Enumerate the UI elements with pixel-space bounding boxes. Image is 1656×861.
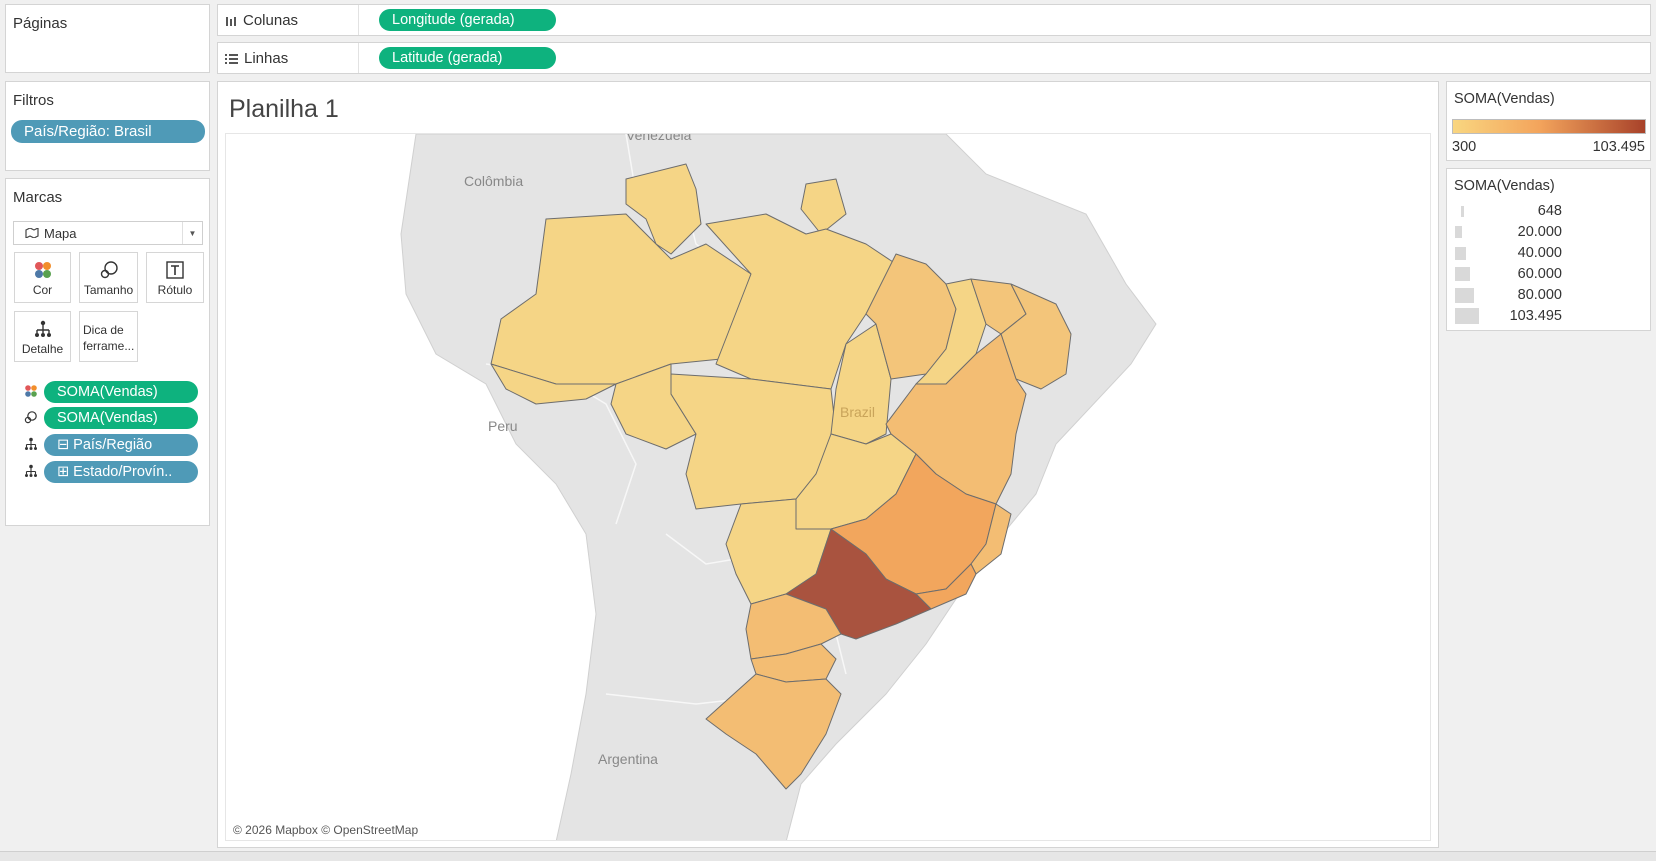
color-legend-gradient	[1452, 119, 1646, 134]
tooltip-card-button[interactable]: Dica de ferrame...	[79, 311, 138, 362]
rows-icon	[225, 53, 238, 64]
size-legend-value: 80.000	[1517, 287, 1562, 303]
label-argentina: Argentina	[598, 751, 658, 767]
rows-label-text: Linhas	[244, 50, 289, 67]
size-legend-row: 80.000	[1455, 286, 1562, 304]
detail-icon	[25, 437, 37, 450]
size-card-button[interactable]: Tamanho	[79, 252, 138, 303]
filters-panel: Filtros País/Região: Brasil	[5, 81, 210, 171]
columns-shelf-label: Colunas	[225, 12, 298, 29]
pages-panel-title: Páginas	[13, 15, 68, 32]
size-legend-value: 20.000	[1517, 224, 1562, 240]
size-legend-swatch	[1455, 226, 1462, 238]
size-legend: SOMA(Vendas) 648 20.000 40.000 60.000 80.000…	[1446, 168, 1651, 331]
size-icon	[100, 261, 118, 279]
state-amazonas[interactable]	[490, 213, 752, 385]
state-rio-grande-do-sul[interactable]	[705, 673, 842, 790]
state-amapa[interactable]	[800, 178, 847, 235]
chevron-down-icon: ▼	[182, 222, 202, 244]
size-legend-swatch	[1455, 308, 1479, 324]
size-legend-row: 103.495	[1455, 307, 1562, 325]
rows-shelf-label: Linhas	[225, 50, 288, 67]
label-card-label: Rótulo	[157, 283, 193, 297]
field-pill-color[interactable]: SOMA(Vendas)	[44, 381, 198, 403]
map-svg[interactable]: Venezuela Colômbia Peru Brazil Argentina	[226, 134, 1431, 841]
size-legend-value: 103.495	[1509, 308, 1562, 324]
tooltip-card-label: Dica de ferrame...	[83, 323, 135, 353]
country-filter-pill[interactable]: País/Região: Brasil	[11, 120, 205, 143]
size-legend-row: 60.000	[1455, 265, 1562, 283]
size-legend-value: 40.000	[1517, 245, 1562, 261]
state-acre[interactable]	[490, 363, 617, 405]
label-colombia: Colômbia	[464, 173, 523, 189]
label-card-button[interactable]: Rótulo	[146, 252, 204, 303]
map-icon	[25, 228, 39, 238]
marks-panel-title: Marcas	[13, 189, 63, 206]
color-legend-title: SOMA(Vendas)	[1454, 91, 1555, 107]
detail-card-label: Detalhe	[21, 342, 64, 356]
size-legend-swatch	[1455, 246, 1466, 260]
size-legend-value: 648	[1537, 203, 1562, 219]
columns-shelf[interactable]: Colunas Longitude (gerada)	[217, 4, 1651, 36]
map-view[interactable]: Venezuela Colômbia Peru Brazil Argentina…	[225, 133, 1431, 841]
state-northeast-coast[interactable]	[1000, 283, 1072, 390]
size-legend-title: SOMA(Vendas)	[1454, 178, 1555, 194]
size-legend-swatch	[1455, 287, 1474, 303]
longitude-pill[interactable]: Longitude (gerada)	[379, 9, 556, 31]
color-card-label: Cor	[32, 283, 53, 297]
field-pill-state[interactable]: ⊞ Estado/Provín..	[44, 461, 198, 483]
detail-card-button[interactable]: Detalhe	[14, 311, 71, 362]
color-legend-max: 103.495	[1592, 139, 1645, 155]
detail-icon	[25, 464, 37, 477]
marks-panel: Marcas Mapa ▼ Cor Tamanho Rótulo Detalhe…	[5, 178, 210, 526]
size-legend-swatch	[1455, 267, 1470, 281]
state-rondonia[interactable]	[610, 363, 697, 450]
field-pill-country[interactable]: ⊟ País/Região	[44, 434, 198, 456]
filters-panel-title: Filtros	[13, 92, 54, 109]
columns-label-text: Colunas	[243, 12, 299, 29]
color-legend: SOMA(Vendas) 300 103.495	[1446, 81, 1651, 161]
size-icon	[24, 411, 37, 424]
label-peru: Peru	[488, 418, 518, 434]
color-dots-icon	[25, 385, 37, 397]
size-legend-row: 648	[1455, 202, 1562, 220]
field-pill-size[interactable]: SOMA(Vendas)	[44, 407, 198, 429]
size-legend-row: 40.000	[1455, 244, 1562, 262]
mark-type-dropdown[interactable]: Mapa ▼	[13, 221, 203, 245]
state-roraima[interactable]	[625, 163, 702, 255]
detail-icon	[34, 320, 51, 337]
worksheet-title: Planilha 1	[229, 95, 339, 123]
map-attribution: © 2026 Mapbox © OpenStreetMap	[231, 823, 421, 837]
text-label-icon	[166, 261, 184, 279]
color-legend-min: 300	[1452, 139, 1477, 155]
worksheet-panel: Planilha 1	[217, 81, 1439, 848]
size-legend-value: 60.000	[1517, 266, 1562, 282]
size-card-label: Tamanho	[83, 283, 134, 297]
latitude-pill[interactable]: Latitude (gerada)	[379, 47, 556, 69]
size-legend-swatch	[1461, 205, 1464, 217]
rows-shelf[interactable]: Linhas Latitude (gerada)	[217, 42, 1651, 74]
label-brazil: Brazil	[840, 404, 875, 420]
columns-icon	[226, 16, 236, 26]
color-card-button[interactable]: Cor	[14, 252, 71, 303]
label-venezuela: Venezuela	[626, 134, 692, 143]
color-dots-icon	[34, 262, 51, 278]
size-legend-row: 20.000	[1455, 223, 1562, 241]
bottom-tab-strip	[0, 851, 1656, 861]
mark-type-value: Mapa	[44, 225, 77, 241]
pages-panel: Páginas	[5, 4, 210, 73]
